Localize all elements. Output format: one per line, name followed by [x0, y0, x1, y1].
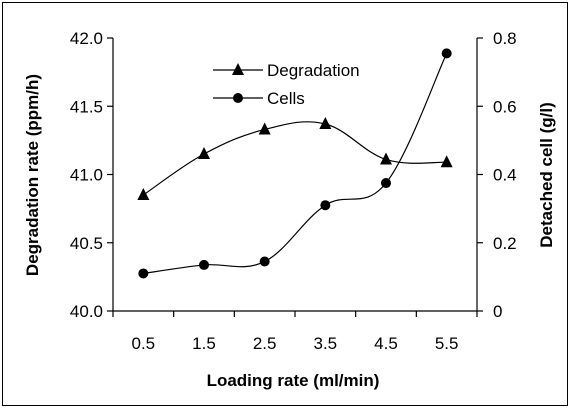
y-right-tick-label: 0	[493, 302, 502, 321]
y-right-tick-label: 0.4	[493, 166, 517, 185]
series-degradation	[137, 116, 453, 200]
legend: Degradation Cells	[213, 61, 360, 108]
x-tick-label: 4.5	[374, 334, 398, 353]
y-right-tick-label: 0.8	[493, 29, 517, 48]
data-point-triangle	[198, 147, 210, 160]
data-point-circle	[381, 178, 391, 189]
data-point-triangle	[440, 155, 453, 168]
y-left-tick-label: 40.5	[70, 234, 103, 253]
chart-frame	[2, 2, 568, 406]
y-axis-right-title: Detached cell (g/l)	[537, 102, 556, 247]
legend-marker-circle	[233, 93, 243, 103]
plot-area	[137, 48, 453, 279]
axes: 40.0 40.5 41.0 41.5 42.0 0 0.2 0.4 0.6 0.8 0.5 1.5 2…	[70, 29, 517, 353]
y-left-tick-label: 41.0	[70, 166, 103, 185]
data-point-circle	[259, 256, 270, 267]
data-point-triangle	[380, 152, 392, 165]
x-axis-title: Loading rate (ml/min)	[207, 371, 380, 390]
x-tick-label: 0.5	[132, 334, 156, 353]
series-cells	[138, 48, 452, 279]
legend-entry: Degradation	[213, 61, 360, 80]
y-right-tick-label: 0.2	[493, 234, 517, 253]
legend-label: Degradation	[267, 61, 360, 80]
x-tick-label: 5.5	[435, 334, 459, 353]
data-point-circle	[138, 268, 149, 279]
data-point-triangle	[258, 122, 271, 135]
x-tick-label: 2.5	[253, 334, 277, 353]
legend-label: Cells	[267, 89, 305, 108]
data-point-circle	[199, 259, 209, 270]
y-left-tick-label: 41.5	[70, 97, 103, 116]
legend-marker-triangle	[232, 63, 244, 75]
data-point-circle	[441, 48, 452, 59]
y-axis-left-title: Degradation rate (ppm/h)	[23, 74, 42, 276]
data-point-triangle	[137, 187, 150, 200]
y-right-tick-label: 0.6	[493, 97, 517, 116]
data-point-triangle	[319, 116, 332, 129]
y-left-tick-label: 40.0	[70, 302, 103, 321]
x-tick-label: 1.5	[192, 334, 216, 353]
data-point-circle	[320, 200, 331, 211]
y-left-tick-label: 42.0	[70, 29, 103, 48]
x-tick-label: 3.5	[314, 334, 338, 353]
legend-entry: Cells	[213, 89, 305, 108]
